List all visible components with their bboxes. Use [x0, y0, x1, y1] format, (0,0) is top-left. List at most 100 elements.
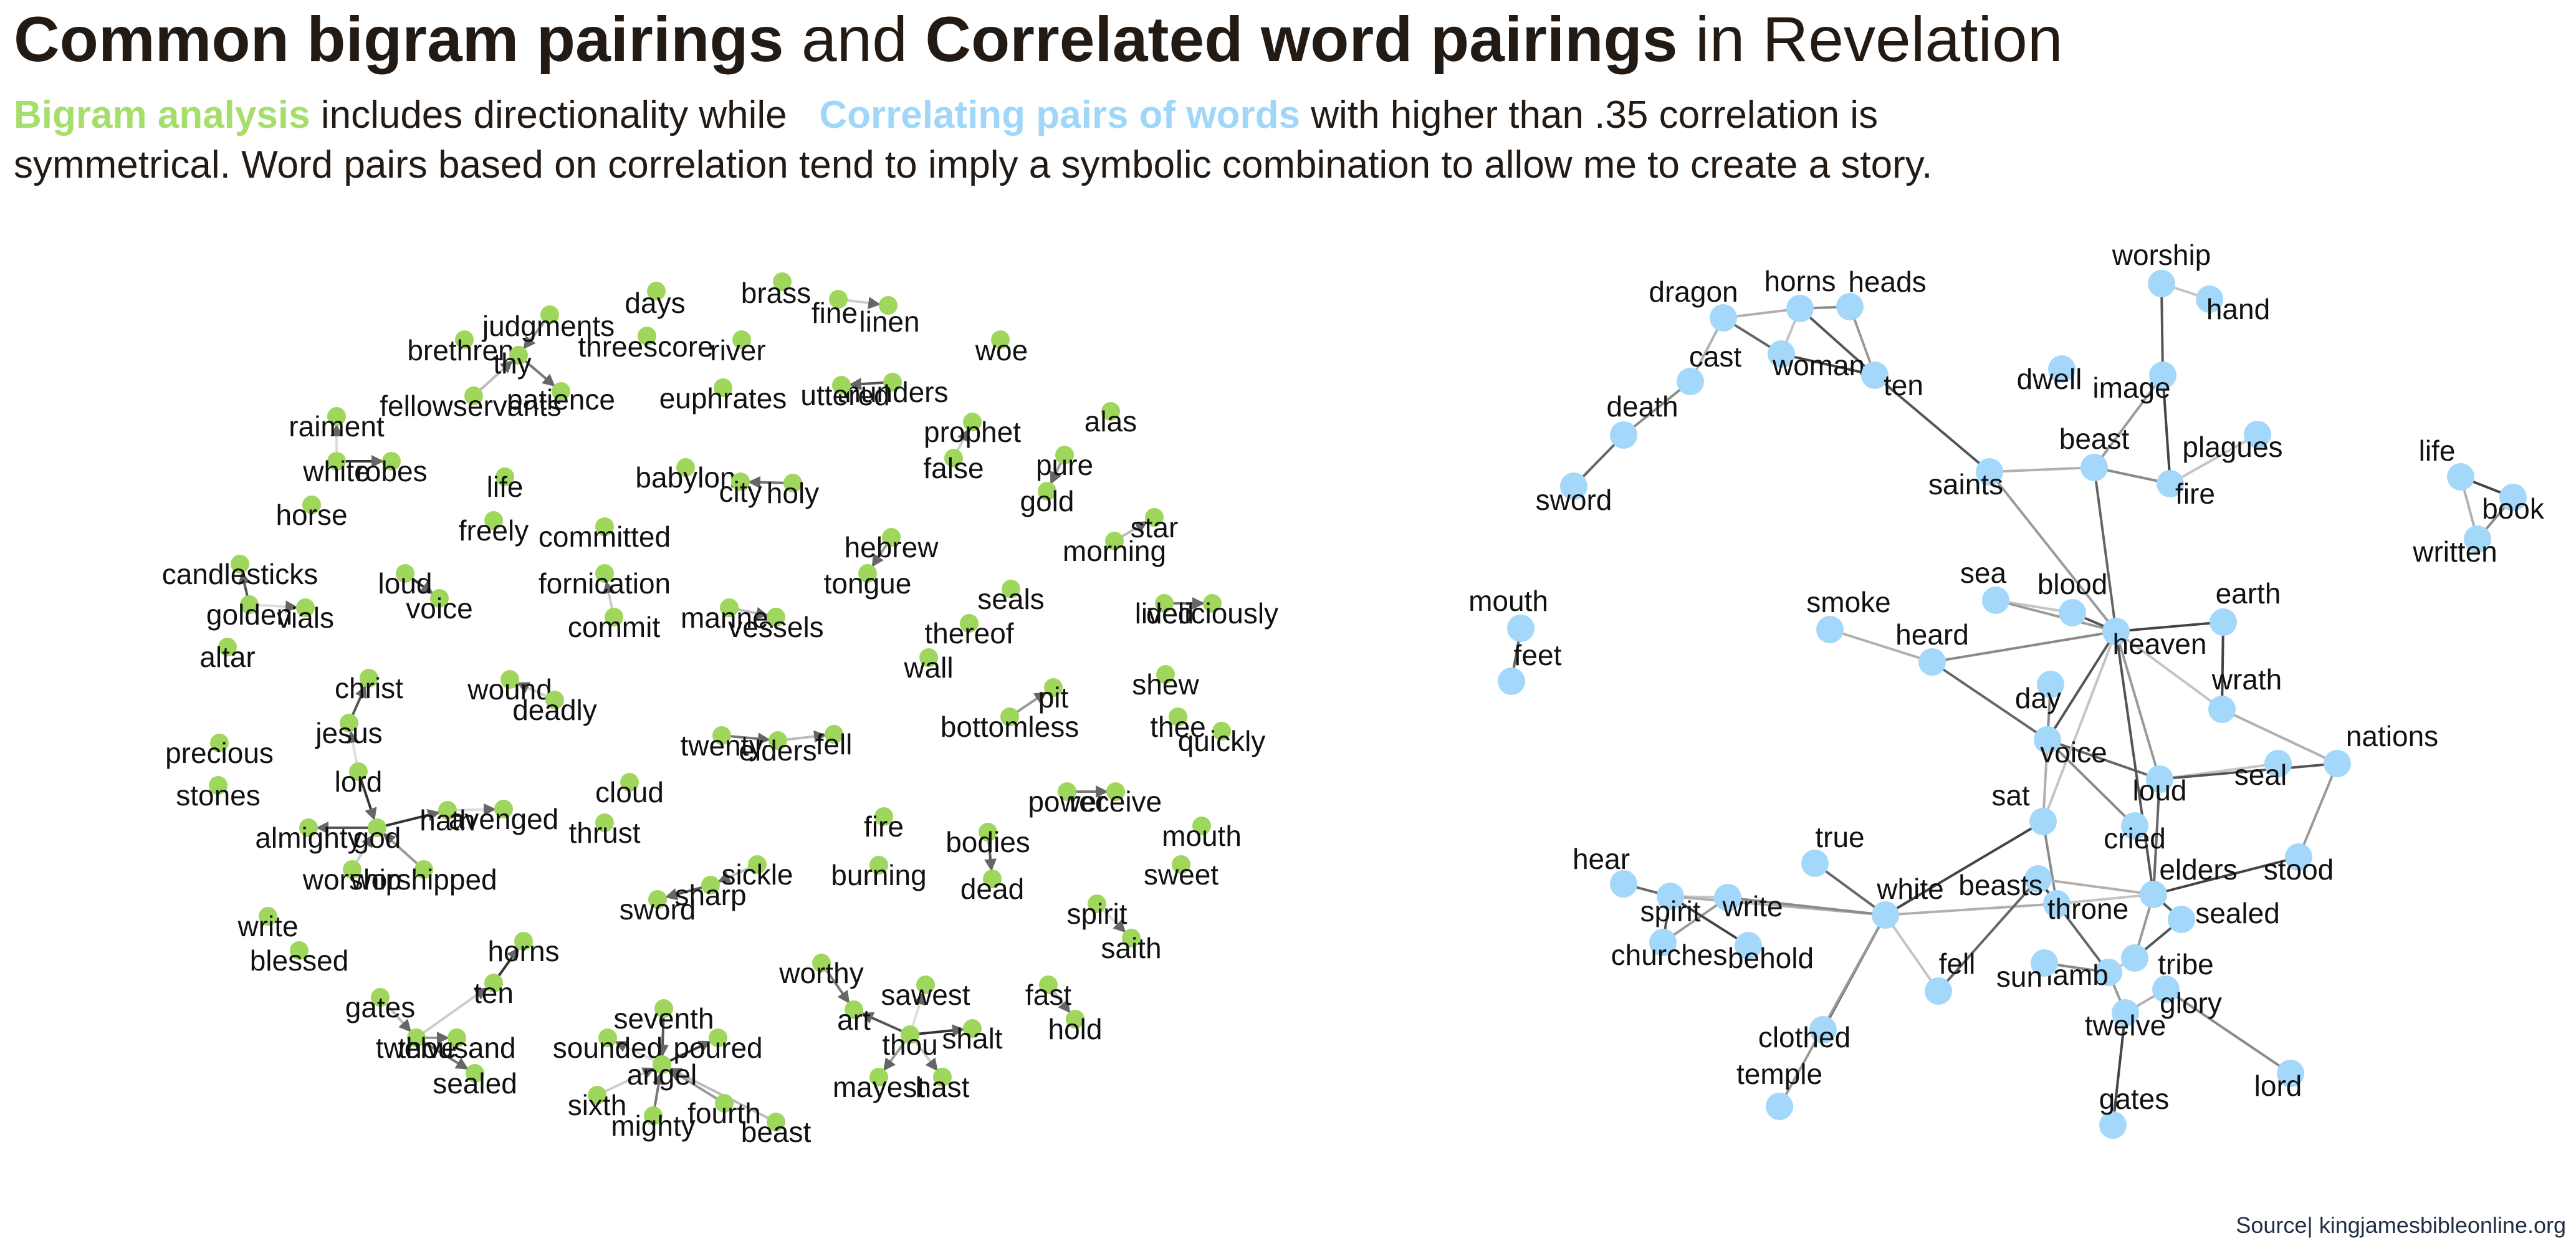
bigram-node-false: [944, 449, 963, 467]
bigram-label-sword: sword: [620, 893, 696, 926]
bigram-node-gold: [1038, 482, 1056, 501]
bigram-edge-twelve-sealed: [415, 1037, 476, 1075]
corr-node-heard: [1918, 648, 1946, 676]
corr-edge-smoke-heard: [1829, 628, 1933, 663]
corr-edge-beasts-elders: [2037, 878, 2154, 896]
bigram-label-blessed: blessed: [250, 944, 349, 977]
bigram-label-false: false: [923, 452, 984, 484]
corr-edge-heard-voice: [1931, 661, 2049, 741]
bigram-node-linen: [879, 296, 898, 315]
corr-label-sword: sword: [1536, 484, 1612, 516]
bigram-edge-thou-art: [853, 1009, 911, 1036]
bigram-node-sounded: [598, 1028, 617, 1047]
bigram-label-holy: holy: [767, 477, 819, 509]
corr-edge-white-sat: [1884, 820, 2044, 916]
bigram-node-pure: [1055, 446, 1074, 464]
corr-node-spirit: [1657, 883, 1684, 910]
corr-node-loud: [2146, 765, 2173, 793]
bigram-node-thee: [1169, 707, 1187, 726]
bigram-label-freely: freely: [459, 514, 529, 547]
corr-edge-nations-stood: [2297, 763, 2339, 858]
corr-edge-earth-wrath: [2221, 621, 2224, 710]
bigram-node-threescore: [638, 327, 656, 345]
corr-label-dragon: dragon: [1649, 276, 1738, 308]
bigram-node-city: [731, 472, 750, 491]
bigram-label-tongue: tongue: [824, 567, 912, 600]
corr-edge-cried-voice: [2046, 739, 2136, 827]
bigram-node-loud: [396, 564, 414, 583]
corr-node-sun: [2031, 949, 2058, 977]
corr-label-blood: blood: [2037, 568, 2108, 600]
bigram-node-worthy: [812, 954, 831, 972]
bigram-node-christ: [360, 669, 378, 688]
bigram-label-vessels: vessels: [728, 611, 823, 643]
bigram-node-worshipped: [414, 860, 433, 879]
bigram-label-shew: shew: [1132, 668, 1199, 701]
bigram-node-altar: [218, 638, 237, 656]
bigram-label-power: power: [1028, 785, 1106, 818]
corr-node-twelve: [2112, 999, 2139, 1027]
bigram-label-precious: precious: [165, 737, 274, 769]
corr-node-sat: [2029, 808, 2057, 835]
corr-label-heads: heads: [1848, 266, 1926, 298]
corr-node-smoke: [1816, 616, 1844, 643]
bigram-label-quickly: quickly: [1178, 725, 1266, 757]
bigram-edge-angel-sounded: [607, 1037, 663, 1066]
corr-label-elders: elders: [2159, 853, 2237, 886]
corr-label-beasts: beasts: [1958, 869, 2043, 901]
bigram-label-hold: hold: [1048, 1013, 1103, 1045]
corr-node-saints: [1976, 458, 2003, 486]
bigram-label-life: life: [487, 471, 524, 503]
bigram-node-god: [368, 818, 386, 837]
bigram-label-gold: gold: [1020, 485, 1075, 517]
bigram-analysis-highlight: Bigram analysis: [14, 93, 310, 137]
bigram-label-fellowservants: fellowservants: [380, 390, 561, 422]
corr-label-earth: earth: [2216, 577, 2281, 610]
bigram-node-sword: [648, 890, 667, 909]
bigram-node-shew: [1156, 665, 1175, 684]
bigram-label-robes: robes: [355, 455, 427, 487]
bigram-node-committed: [595, 517, 614, 536]
corr-label-sea: sea: [1960, 557, 2007, 589]
corr-label-stood: stood: [2264, 853, 2334, 886]
corr-edge-woman-ten: [1781, 353, 1875, 376]
corr-label-beast: beast: [2059, 423, 2130, 455]
corr-node-clothed: [1809, 1016, 1837, 1043]
bigram-edge-twenty-elders: [721, 732, 778, 745]
corr-node-life: [2447, 463, 2474, 491]
bigram-label-thousand: thousand: [398, 1032, 515, 1064]
corr-node-earth: [2210, 608, 2237, 636]
corr-node-seal: [2264, 750, 2292, 777]
bigram-node-thunders: [883, 373, 902, 391]
bigram-label-lord: lord: [335, 765, 383, 798]
corr-edge-cast-death: [1622, 380, 1692, 436]
bigram-node-hebrew: [882, 528, 901, 547]
bigram-label-gates: gates: [345, 991, 416, 1023]
corr-node-hand: [2196, 285, 2223, 313]
bigram-node-bodies: [979, 823, 997, 841]
bigram-node-days: [647, 282, 666, 300]
bigram-label-brethren: brethren: [407, 334, 514, 367]
bigram-label-sickle: sickle: [721, 858, 793, 891]
corr-node-lord: [2277, 1060, 2304, 1087]
bigram-label-sweet: sweet: [1144, 858, 1219, 891]
bigram-node-jesus: [340, 714, 358, 732]
bigram-label-sounded: sounded: [553, 1032, 663, 1064]
bigram-node-twelve: [407, 1028, 426, 1047]
bigram-node-river: [732, 330, 751, 349]
bigram-label-horse: horse: [275, 499, 347, 531]
corr-node-woman: [1768, 340, 1795, 368]
bigram-edge-thou-shalt: [909, 1024, 973, 1037]
bigram-label-wall: wall: [903, 651, 953, 684]
corr-label-clothed: clothed: [1758, 1021, 1851, 1053]
bigram-node-lived: [1155, 594, 1174, 613]
corr-edge-plagues-fire: [2170, 433, 2258, 485]
corr-label-heard: heard: [1895, 618, 1969, 651]
bigram-label-days: days: [625, 287, 685, 319]
bigram-node-fourth: [715, 1094, 734, 1113]
bigram-label-twelve: twelve: [376, 1032, 457, 1064]
bigram-node-hast: [933, 1068, 952, 1086]
bigram-label-sawest: sawest: [881, 979, 970, 1011]
corr-node-image: [2149, 362, 2176, 389]
bigram-label-prophet: prophet: [924, 416, 1021, 448]
